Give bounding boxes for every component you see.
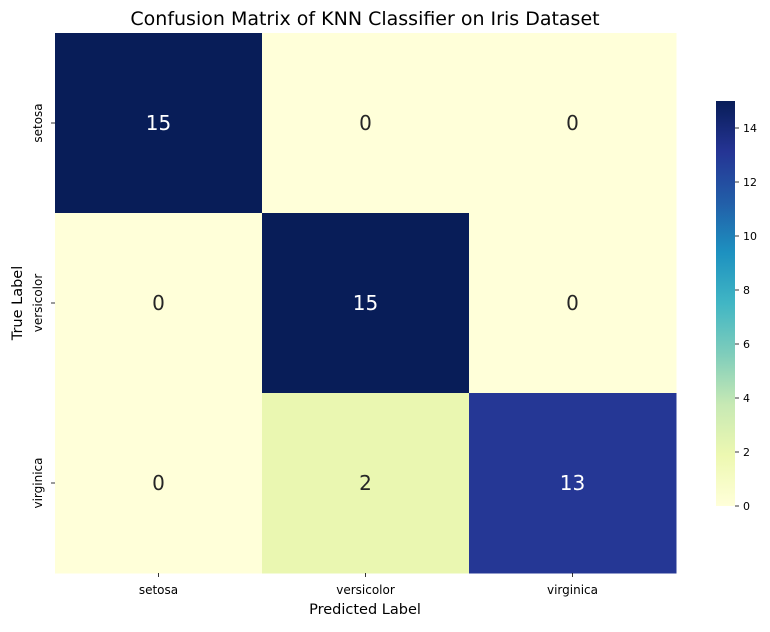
colorbar-tick-label: 4 bbox=[743, 392, 750, 405]
heatmap-cell-setosa-virginica bbox=[469, 33, 677, 214]
colorbar-tick-label: 6 bbox=[743, 338, 750, 351]
colorbar bbox=[716, 101, 735, 506]
heatmap-cell-virginica-versicolor bbox=[262, 393, 470, 574]
heatmap-cell-setosa-setosa bbox=[55, 33, 263, 214]
heatmap-cell-setosa-versicolor bbox=[262, 33, 470, 214]
heatmap-cell-versicolor-versicolor bbox=[262, 213, 470, 394]
x-tick-label: setosa bbox=[139, 583, 178, 597]
cell-value-label: 15 bbox=[146, 111, 171, 135]
cell-value-label: 13 bbox=[560, 471, 585, 495]
colorbar-ticks: 0 2 4 6 8 10 12 14 bbox=[735, 122, 757, 513]
heatmap-cell-virginica-virginica bbox=[469, 393, 677, 574]
colorbar-tick-label: 14 bbox=[743, 122, 757, 135]
cell-value-label: 0 bbox=[566, 111, 579, 135]
cell-value-label: 0 bbox=[152, 291, 165, 315]
y-tick-label: virginica bbox=[31, 458, 45, 509]
cell-value-label: 0 bbox=[152, 471, 165, 495]
y-axis-label: True Label bbox=[10, 266, 26, 342]
colorbar-tick-label: 8 bbox=[743, 284, 750, 297]
x-tick-label: versicolor bbox=[336, 583, 395, 597]
colorbar-tick-label: 10 bbox=[743, 230, 757, 243]
heatmap-cell-virginica-setosa bbox=[55, 393, 263, 574]
y-axis-ticks: setosa versicolor virginica bbox=[31, 103, 55, 509]
cell-value-label: 2 bbox=[359, 471, 372, 495]
colorbar-tick-label: 0 bbox=[743, 500, 750, 513]
heatmap-cell-versicolor-virginica bbox=[469, 213, 677, 394]
colorbar-tick-label: 12 bbox=[743, 176, 757, 189]
cell-value-label: 0 bbox=[566, 291, 579, 315]
colorbar-tick-label: 2 bbox=[743, 446, 750, 459]
y-tick-label: setosa bbox=[31, 103, 45, 142]
heatmap-cells bbox=[55, 33, 677, 574]
x-axis-ticks: setosa versicolor virginica bbox=[139, 573, 598, 597]
heatmap-cell-labels: 15 0 0 0 15 0 0 2 13 bbox=[146, 111, 585, 495]
cell-value-label: 15 bbox=[353, 291, 378, 315]
heatmap-cell-versicolor-setosa bbox=[55, 213, 263, 394]
y-tick-label: versicolor bbox=[31, 274, 45, 333]
cell-value-label: 0 bbox=[359, 111, 372, 135]
x-axis-label: Predicted Label bbox=[309, 602, 421, 618]
chart-title: Confusion Matrix of KNN Classifier on Ir… bbox=[130, 8, 599, 30]
x-tick-label: virginica bbox=[547, 583, 598, 597]
